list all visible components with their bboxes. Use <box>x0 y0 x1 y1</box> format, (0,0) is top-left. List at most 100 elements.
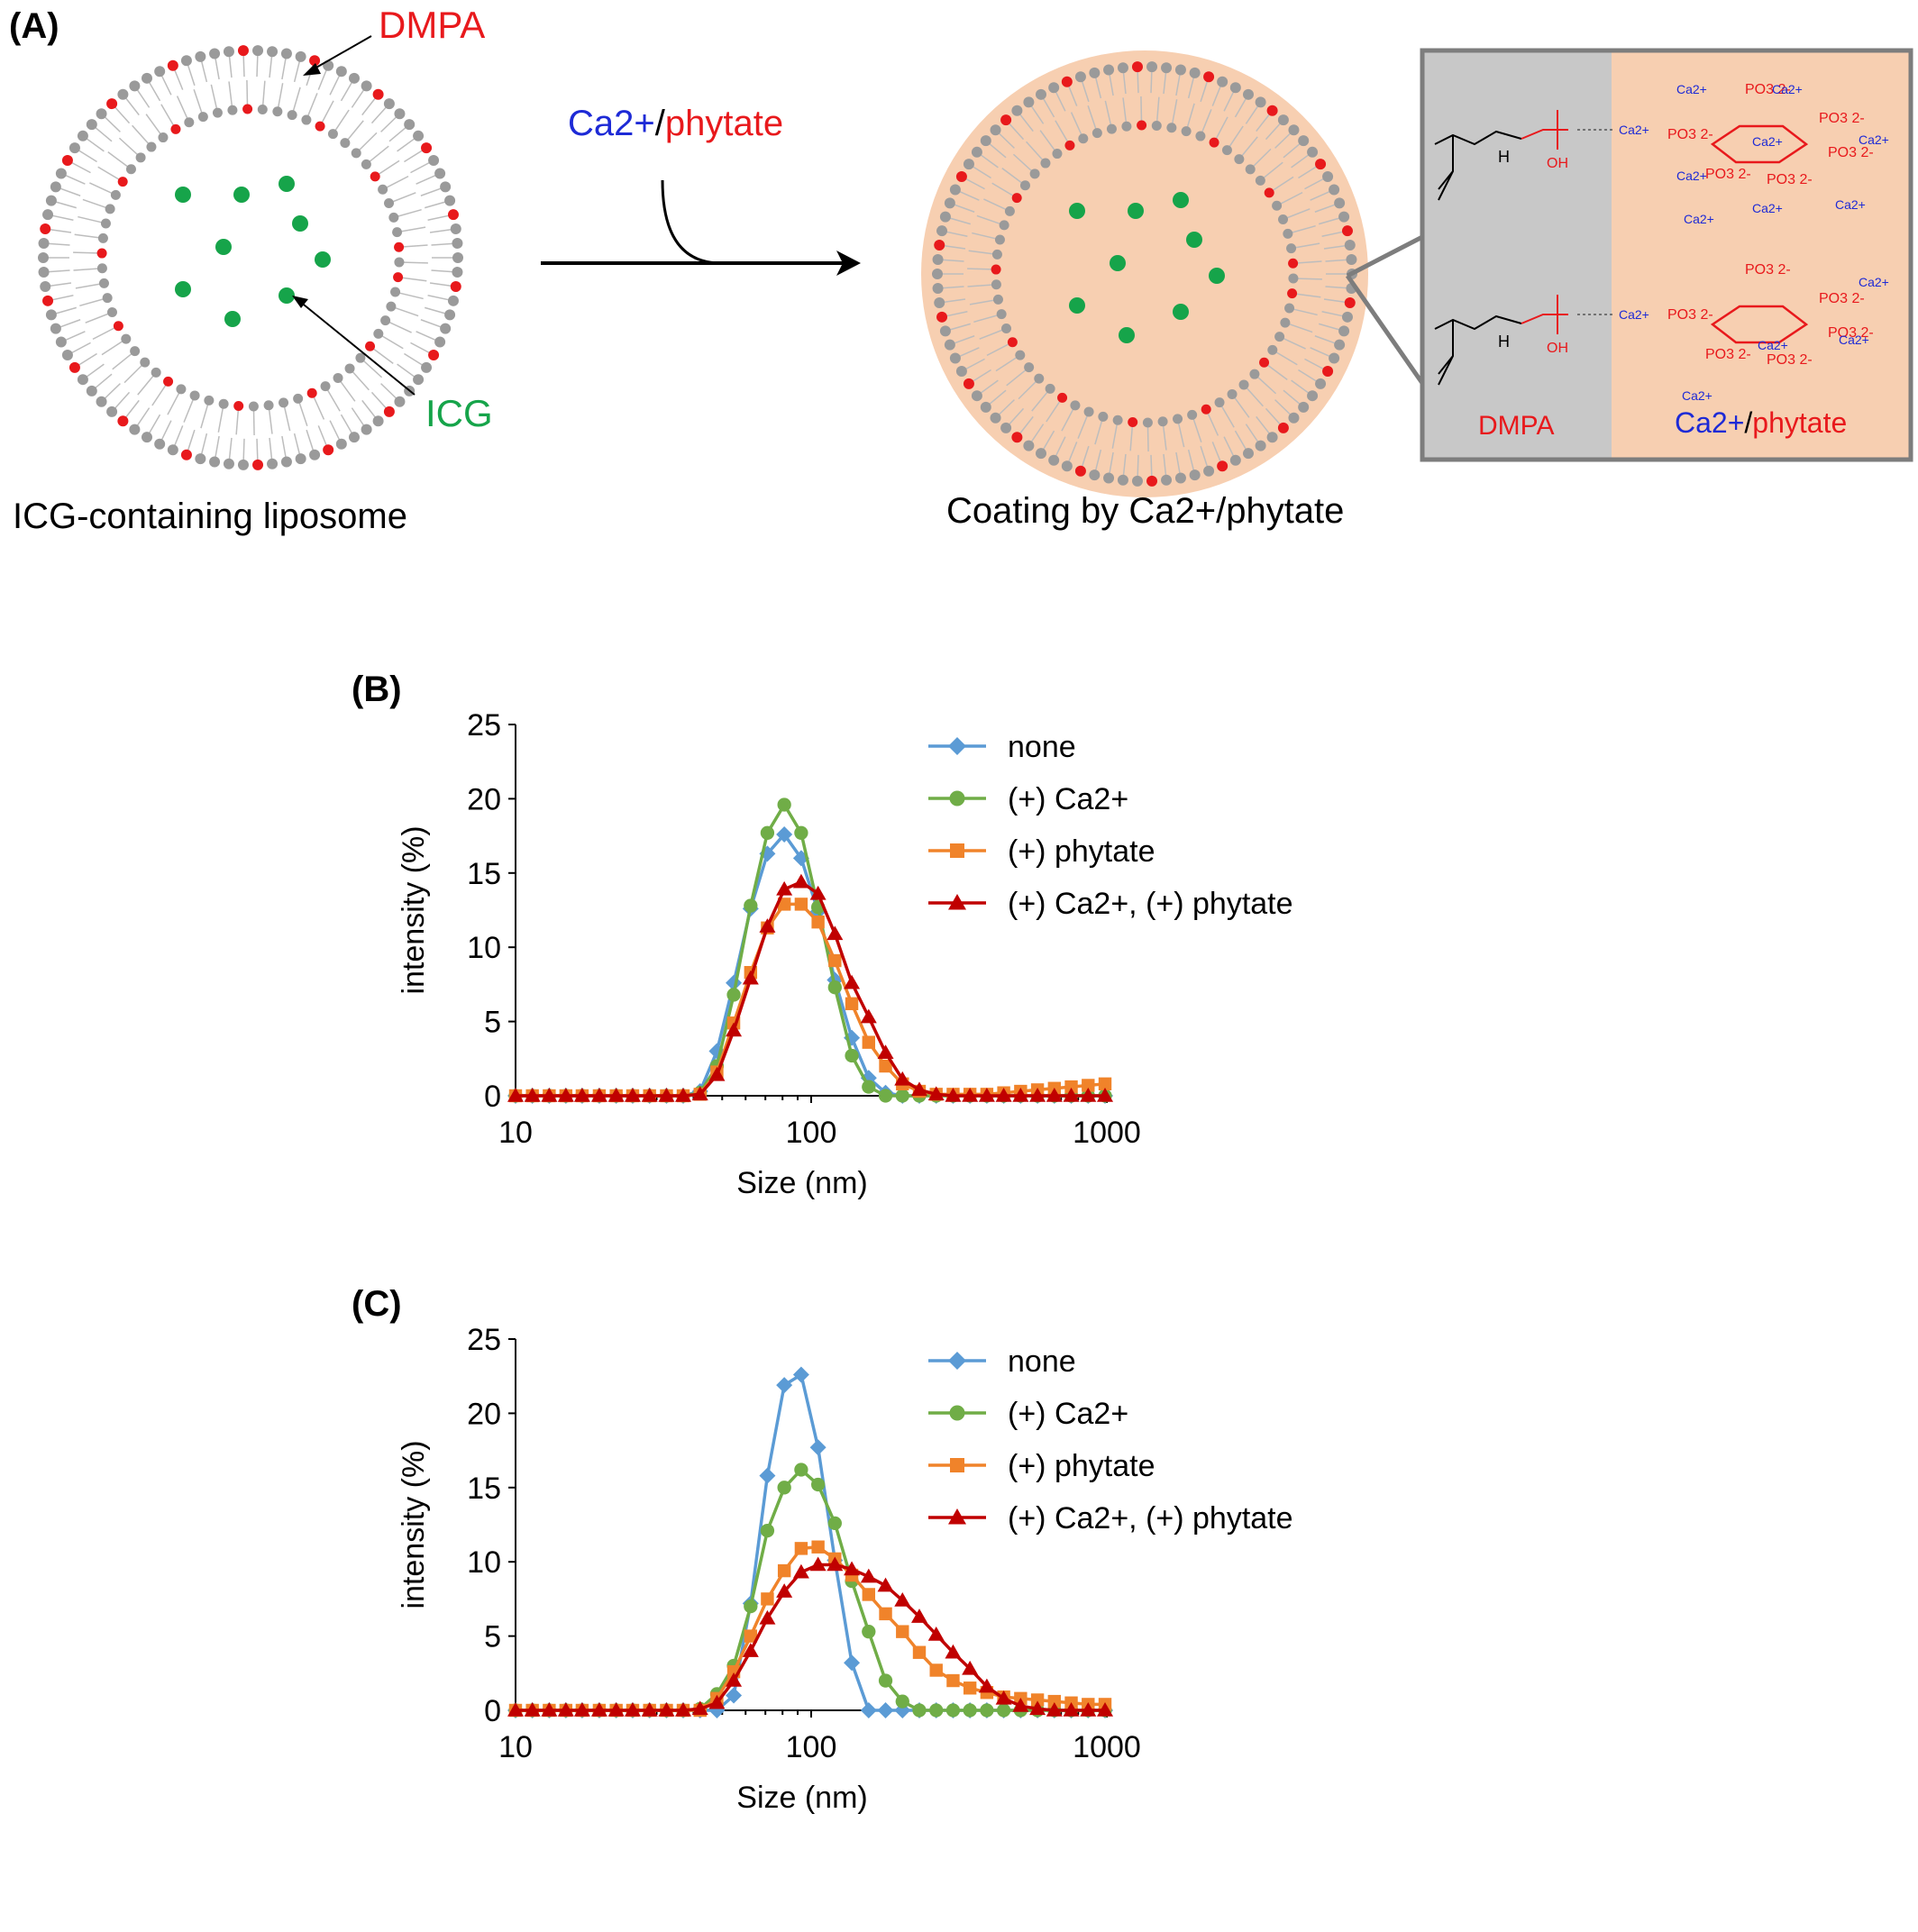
data-point <box>590 1702 607 1717</box>
data-point <box>877 1044 894 1059</box>
dmpa-head <box>1011 193 1022 204</box>
lipid-head <box>323 59 334 71</box>
dmpa-head <box>370 171 380 182</box>
lipid-head <box>1346 253 1357 265</box>
data-point <box>896 1625 909 1638</box>
lipid-head <box>1272 200 1283 211</box>
lipid-head <box>344 363 355 374</box>
data-point <box>759 1609 776 1625</box>
dmpa-head <box>306 387 317 398</box>
data-point <box>777 898 791 911</box>
lipid-head <box>1121 121 1132 132</box>
data-point <box>507 1702 524 1717</box>
dmpa-head <box>106 98 118 110</box>
data-point <box>809 1556 827 1572</box>
lipid-head <box>1203 465 1215 477</box>
data-point <box>742 970 759 985</box>
dmpa-arrow-head <box>303 63 321 76</box>
data-point <box>524 1702 541 1717</box>
lipid-head <box>1338 211 1350 223</box>
lipid-head <box>227 105 238 115</box>
lipid-head <box>218 398 229 409</box>
lipid-head <box>55 168 67 179</box>
data-point <box>844 1561 861 1576</box>
series-line <box>516 1545 1106 1712</box>
ca-ion: Ca2+ <box>1758 338 1788 352</box>
x-tick-label: 100 <box>786 1116 837 1150</box>
data-point <box>776 880 793 896</box>
icg-molecule <box>215 239 232 255</box>
lipid-head <box>1029 169 1040 179</box>
data-point <box>792 1366 809 1383</box>
icg-molecule <box>279 287 295 304</box>
lipid-head <box>1117 62 1128 74</box>
data-point <box>759 845 776 862</box>
lipid-head <box>1307 146 1319 158</box>
lipid-head <box>146 141 157 152</box>
lipid-head <box>444 309 456 321</box>
lipid-head <box>280 48 292 59</box>
lipid-head <box>96 396 107 407</box>
data-point <box>945 1703 961 1718</box>
data-point <box>929 1663 943 1677</box>
lipid-head <box>1015 350 1026 360</box>
lipid-head <box>1187 409 1198 420</box>
lipid-head <box>1255 175 1265 186</box>
data-point <box>1063 1702 1080 1717</box>
data-point <box>760 825 775 840</box>
dmpa-head <box>40 223 51 234</box>
icg-molecule <box>1173 192 1189 208</box>
lipid-head <box>1161 474 1173 486</box>
lipid-head <box>42 209 54 221</box>
data-point <box>1029 1700 1046 1716</box>
data-point <box>1030 1693 1045 1707</box>
dmpa-head <box>323 444 334 456</box>
lipid-head <box>413 374 425 386</box>
data-point <box>590 1088 607 1102</box>
lipid-head <box>135 152 146 163</box>
lipid-head <box>994 234 1005 245</box>
data-point <box>1063 1088 1080 1102</box>
data-point <box>811 915 825 929</box>
data-point <box>674 1088 691 1102</box>
dmpa-head <box>1322 365 1334 377</box>
lipid-head <box>1221 145 1232 156</box>
data-point <box>658 1088 675 1102</box>
x-tick-label: 10 <box>498 1116 533 1150</box>
lipid-head <box>990 124 1001 136</box>
lipid-head <box>1274 332 1285 342</box>
dmpa-head <box>1266 105 1278 116</box>
data-point <box>809 1439 827 1456</box>
lipid-head <box>936 225 948 237</box>
dmpa-head <box>163 376 174 387</box>
icg-molecule <box>279 176 295 192</box>
lipid-head <box>1174 64 1186 76</box>
lipid-head <box>1166 123 1177 133</box>
lipid-head <box>1045 383 1055 394</box>
data-point <box>844 1654 861 1672</box>
lipid-head <box>96 108 107 120</box>
data-point <box>911 1608 928 1623</box>
lipid-head <box>38 237 50 249</box>
data-point <box>674 1702 691 1717</box>
lipid-head <box>1117 474 1128 486</box>
chart-panel-b: (B) 0 5 10 15 20 25 10 100 1000 Size (nm) intensity… <box>352 670 1293 1200</box>
lipid-head <box>267 46 279 58</box>
dmpa-head <box>1131 61 1143 73</box>
dmpa-head <box>1128 416 1138 427</box>
lipid-head <box>1277 114 1289 126</box>
reagent-curve <box>661 179 722 265</box>
lipid-head <box>106 306 117 317</box>
lipid-head <box>1267 344 1278 355</box>
lipid-head <box>1023 96 1035 108</box>
data-point <box>776 825 793 843</box>
ca-ion: Ca2+ <box>1835 197 1866 212</box>
data-point <box>794 1542 808 1555</box>
dmpa-head <box>1074 465 1086 477</box>
lipid-head <box>1000 422 1012 433</box>
icg-molecule <box>1119 327 1135 343</box>
data-point <box>945 1088 962 1102</box>
lipid-head <box>1151 121 1162 132</box>
x-tick-label: 1000 <box>1073 1116 1141 1150</box>
